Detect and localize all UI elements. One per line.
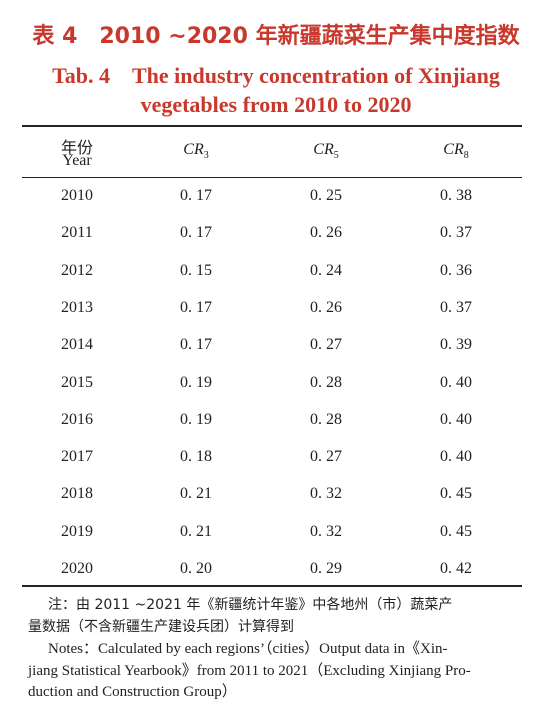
table-cell: 0. 24 bbox=[310, 261, 342, 279]
note-en: duction and Construction Group） bbox=[28, 684, 237, 700]
table-cell: 0. 27 bbox=[310, 336, 342, 354]
table-cell: 0. 17 bbox=[180, 298, 212, 316]
header-subscript: 3 bbox=[203, 150, 209, 162]
table-cell: 0. 32 bbox=[310, 485, 342, 503]
table-cell: 2014 bbox=[61, 336, 93, 354]
table-cell: 2019 bbox=[61, 522, 93, 540]
table-cell: 0. 19 bbox=[180, 373, 212, 391]
table-cell: 0. 20 bbox=[180, 560, 212, 577]
table-cell: 0. 28 bbox=[310, 373, 342, 391]
table-cell: 0. 28 bbox=[310, 410, 342, 428]
header-rule bbox=[22, 177, 522, 178]
table-cell: 0. 45 bbox=[440, 485, 472, 503]
table-cell: 2016 bbox=[61, 410, 93, 428]
table-cell: 0. 42 bbox=[440, 560, 472, 577]
note-zh: 注：由 2011 ~2021 年《新疆统计年鉴》中各地州（市）蔬菜产 bbox=[48, 597, 453, 613]
table-cell: 0. 26 bbox=[310, 224, 342, 242]
table-cell: 0. 17 bbox=[180, 224, 212, 242]
table-cell: 0. 18 bbox=[180, 448, 212, 466]
table-bottom-rule bbox=[22, 585, 522, 587]
table-cell: 0. 21 bbox=[180, 522, 212, 540]
header-text: CR bbox=[183, 141, 204, 158]
table-cell: 2020 bbox=[61, 560, 93, 577]
table-cell: 0. 37 bbox=[440, 298, 472, 316]
header-subscript: 8 bbox=[463, 150, 469, 162]
table-cell: 2010 bbox=[61, 187, 93, 204]
table-cell: 0. 40 bbox=[440, 373, 472, 391]
title-en: vegetables from 2010 to 2020 bbox=[140, 92, 412, 117]
table-cell: 2015 bbox=[61, 373, 93, 391]
table-cell: 0. 21 bbox=[180, 485, 212, 503]
table-cell: 0. 38 bbox=[440, 187, 472, 204]
table-cell: 0. 40 bbox=[440, 410, 472, 428]
header-subscript: 5 bbox=[333, 150, 339, 162]
table-cell: 0. 26 bbox=[310, 298, 342, 316]
table-cell: 0. 15 bbox=[180, 261, 212, 279]
header-cell: CR5 bbox=[266, 141, 386, 161]
header-cell: CR8 bbox=[396, 141, 516, 161]
header-cell: 年份 bbox=[60, 140, 93, 157]
table-cell: 0. 25 bbox=[310, 187, 342, 204]
table-cell: 2011 bbox=[61, 224, 93, 242]
table-cell: 0. 32 bbox=[310, 522, 342, 540]
header-text: CR bbox=[443, 141, 464, 158]
table-cell: 0. 27 bbox=[310, 448, 342, 466]
table-cell: 2013 bbox=[61, 298, 93, 316]
table-top-rule bbox=[22, 125, 522, 127]
title-en: Tab. 4 The industry concentration of Xin… bbox=[52, 63, 500, 88]
table-cell: 0. 37 bbox=[440, 224, 472, 242]
header-cell: CR3 bbox=[136, 141, 256, 161]
table-cell: 0. 17 bbox=[180, 187, 212, 204]
header-text: CR bbox=[313, 141, 334, 158]
header-cell: Year bbox=[62, 152, 92, 169]
note-zh: 量数据（不含新疆生产建设兵团）计算得到 bbox=[28, 618, 294, 635]
note-en: Notes：Calculated by each regions’（cities… bbox=[48, 641, 448, 657]
table-cell: 0. 40 bbox=[440, 448, 472, 466]
table-cell: 2017 bbox=[61, 448, 93, 466]
table-cell: 0. 29 bbox=[310, 560, 342, 577]
table-cell: 2018 bbox=[61, 485, 93, 503]
table-cell: 0. 36 bbox=[440, 261, 472, 279]
table-cell: 0. 39 bbox=[440, 336, 472, 354]
table-cell: 0. 19 bbox=[180, 410, 212, 428]
table-cell: 2012 bbox=[61, 261, 93, 279]
note-en: jiang Statistical Yearbook》from 2011 to … bbox=[28, 662, 471, 679]
title-zh: 表 4 2010 ~2020 年新疆蔬菜生产集中度指数 bbox=[32, 24, 520, 49]
table-cell: 0. 45 bbox=[440, 522, 472, 540]
table-cell: 0. 17 bbox=[180, 336, 212, 354]
